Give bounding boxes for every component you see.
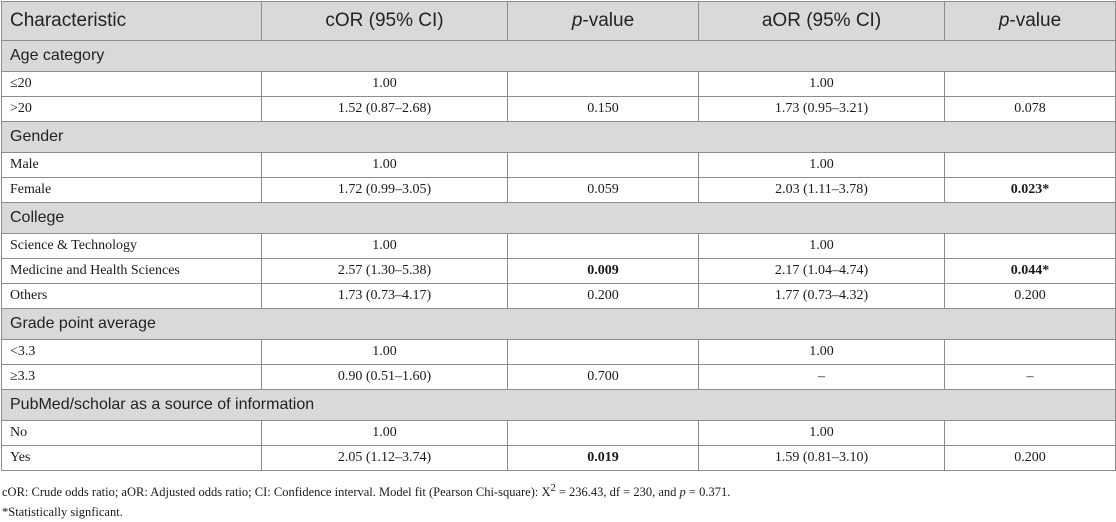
footnote-p-value: = 0.371. — [685, 485, 731, 500]
header-p-value-crude: p-value — [507, 1, 699, 41]
cell-p-value-crude: 0.019 — [507, 445, 699, 471]
table-row: Others 1.73 (0.73–4.17) 0.200 1.77 (0.73–4.… — [1, 283, 1116, 309]
cell-cor: 1.73 (0.73–4.17) — [261, 283, 508, 309]
p-rest: -value — [1009, 10, 1062, 31]
cell-aor: 1.73 (0.95–3.21) — [698, 96, 945, 122]
cell-p-value-adjusted: 0.200 — [944, 445, 1116, 471]
cell-p-value-adjusted: 0.078 — [944, 96, 1116, 122]
cell-cor: 1.00 — [261, 233, 508, 259]
footnote-fit-text: = 236.43, df = 230, and — [555, 485, 680, 500]
cell-p-value-crude — [507, 152, 699, 178]
cell-label: Medicine and Health Sciences — [1, 258, 262, 284]
table-row: Yes 2.05 (1.12–3.74) 0.019 1.59 (0.81–3.10)… — [1, 445, 1116, 471]
cell-label: ≥3.3 — [1, 364, 262, 390]
footnote-abbreviations: cOR: Crude odds ratio; aOR: Adjusted odd… — [2, 479, 1112, 502]
cell-label: ≤20 — [1, 71, 262, 97]
cell-aor: – — [698, 364, 945, 390]
cell-p-value-adjusted: 0.044* — [944, 258, 1116, 284]
table-row: >20 1.52 (0.87–2.68) 0.150 1.73 (0.95–3.21)… — [1, 96, 1116, 122]
cell-cor: 1.72 (0.99–3.05) — [261, 177, 508, 203]
cell-aor: 1.00 — [698, 233, 945, 259]
cell-p-value-crude — [507, 71, 699, 97]
footnote-superscript: 2 — [550, 483, 556, 494]
table-header-row: Characteristic cOR (95% CI) p-value aOR … — [1, 1, 1116, 41]
cell-aor: 1.00 — [698, 339, 945, 365]
cell-label: Male — [1, 152, 262, 178]
cell-p-value-crude: 0.150 — [507, 96, 699, 122]
cell-cor: 1.00 — [261, 71, 508, 97]
cell-cor: 2.57 (1.30–5.38) — [261, 258, 508, 284]
table-row: ≤20 1.00 1.00 — [1, 71, 1116, 97]
cell-aor: 1.00 — [698, 420, 945, 446]
section-title: Gender — [1, 121, 1116, 153]
cell-cor: 1.00 — [261, 339, 508, 365]
p-rest: -value — [582, 10, 635, 31]
cell-p-value-crude — [507, 233, 699, 259]
section-title: College — [1, 202, 1116, 234]
section-row: College — [1, 202, 1116, 234]
table-body: Age category ≤20 1.00 1.00 >20 1.52 (0.87–2.6… — [1, 40, 1116, 471]
cell-p-value-adjusted: – — [944, 364, 1116, 390]
section-row: Age category — [1, 40, 1116, 72]
odds-ratio-table: Characteristic cOR (95% CI) p-value aOR … — [1, 1, 1116, 471]
cell-label: Yes — [1, 445, 262, 471]
cell-cor: 1.52 (0.87–2.68) — [261, 96, 508, 122]
footnote-p-italic: p — [679, 485, 686, 500]
section-title: Grade point average — [1, 308, 1116, 340]
p-italic: p — [571, 10, 583, 31]
cell-label: <3.3 — [1, 339, 262, 365]
cell-label: No — [1, 420, 262, 446]
table-row: Male 1.00 1.00 — [1, 152, 1116, 178]
cell-aor: 1.00 — [698, 71, 945, 97]
section-row: Gender — [1, 121, 1116, 153]
cell-p-value-adjusted: 0.023* — [944, 177, 1116, 203]
table-row: ≥3.3 0.90 (0.51–1.60) 0.700– – — [1, 364, 1116, 390]
cell-aor: 1.59 (0.81–3.10) — [698, 445, 945, 471]
table-row: Medicine and Health Sciences 2.57 (1.30–5… — [1, 258, 1116, 284]
cell-p-value-adjusted — [944, 152, 1116, 178]
cell-p-value-crude: 0.009 — [507, 258, 699, 284]
footnote-abbrev-text: cOR: Crude odds ratio; aOR: Adjusted odd… — [2, 485, 551, 500]
table-row: Female 1.72 (0.99–3.05) 0.059 2.03 (1.11–3.… — [1, 177, 1116, 203]
cell-p-value-crude — [507, 420, 699, 446]
cell-cor: 1.00 — [261, 420, 508, 446]
cell-cor: 0.90 (0.51–1.60) — [261, 364, 508, 390]
section-title: Age category — [1, 40, 1116, 72]
cell-p-value-adjusted — [944, 71, 1116, 97]
cell-cor: 1.00 — [261, 152, 508, 178]
cell-cor: 2.05 (1.12–3.74) — [261, 445, 508, 471]
cell-aor: 2.17 (1.04–4.74) — [698, 258, 945, 284]
cell-p-value-crude — [507, 339, 699, 365]
cell-p-value-crude: 0.700 — [507, 364, 699, 390]
cell-label: Science & Technology — [1, 233, 262, 259]
cell-p-value-crude: 0.059 — [507, 177, 699, 203]
header-characteristic: Characteristic — [1, 1, 262, 41]
cell-label: Female — [1, 177, 262, 203]
section-row: PubMed/scholar as a source of informatio… — [1, 389, 1116, 421]
cell-label: >20 — [1, 96, 262, 122]
cell-p-value-adjusted — [944, 420, 1116, 446]
cell-p-value-adjusted — [944, 233, 1116, 259]
cell-p-value-adjusted — [944, 339, 1116, 365]
cell-p-value-crude: 0.200 — [507, 283, 699, 309]
table-row: No 1.00 1.00 — [1, 420, 1116, 446]
header-p-value-adjusted: p-value — [944, 1, 1116, 41]
p-italic: p — [998, 10, 1010, 31]
table-row: Science & Technology 1.00 1.00 — [1, 233, 1116, 259]
cell-aor: 2.03 (1.11–3.78) — [698, 177, 945, 203]
table-row: <3.3 1.00 1.00 — [1, 339, 1116, 365]
table-footnotes: cOR: Crude odds ratio; aOR: Adjusted odd… — [2, 479, 1112, 522]
cell-p-value-adjusted: 0.200 — [944, 283, 1116, 309]
header-aor: aOR (95% CI) — [698, 1, 945, 41]
section-title: PubMed/scholar as a source of informatio… — [1, 389, 1116, 421]
cell-label: Others — [1, 283, 262, 309]
cell-aor: 1.77 (0.73–4.32) — [698, 283, 945, 309]
header-cor: cOR (95% CI) — [261, 1, 508, 41]
cell-aor: 1.00 — [698, 152, 945, 178]
footnote-significance: *Statistically signficant. — [2, 505, 123, 520]
section-row: Grade point average — [1, 308, 1116, 340]
